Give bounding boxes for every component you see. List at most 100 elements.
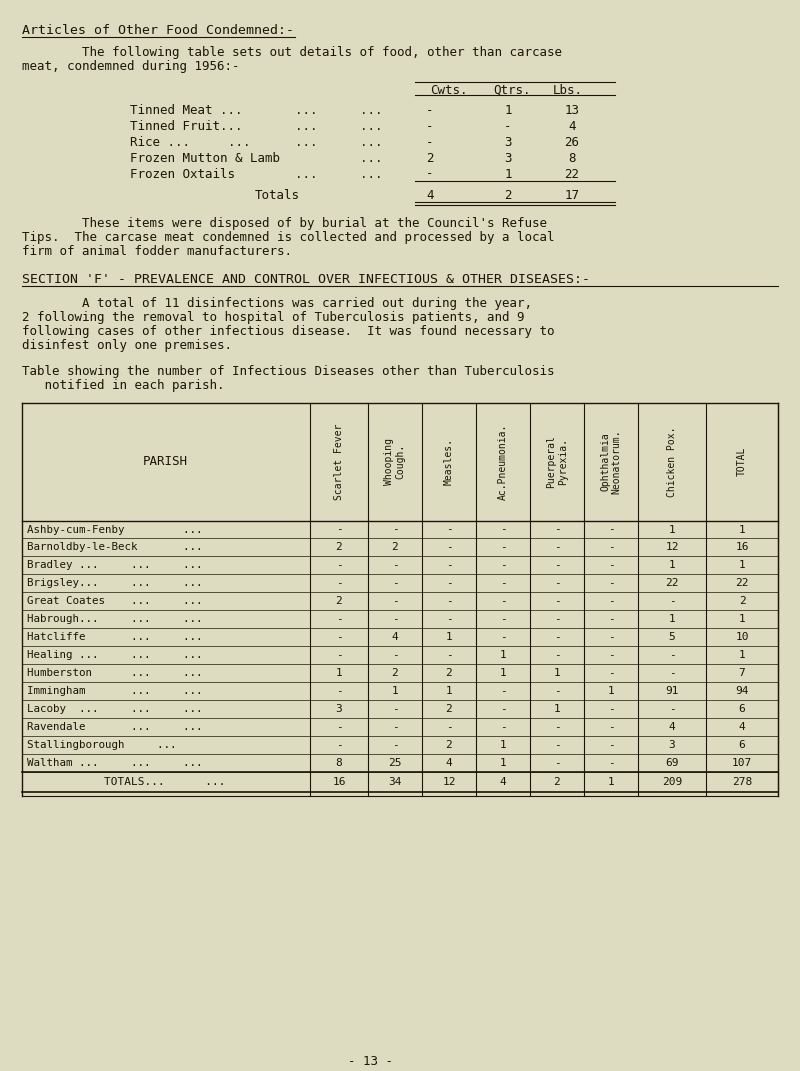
Text: 1: 1 [392,687,398,696]
Text: -: - [392,740,398,750]
Text: -: - [500,597,506,606]
Text: 6: 6 [738,704,746,714]
Text: ...: ... [228,136,250,149]
Text: 1: 1 [446,632,452,643]
Text: Whooping
Cough.: Whooping Cough. [384,438,406,485]
Text: Hatcliffe       ...     ...: Hatcliffe ... ... [27,632,202,643]
Text: 1: 1 [504,104,512,117]
Text: following cases of other infectious disease.  It was found necessary to: following cases of other infectious dise… [22,326,554,338]
Text: 4: 4 [392,632,398,643]
Text: 12: 12 [666,543,678,553]
Text: ...: ... [295,136,318,149]
Text: Articles of Other Food Condemned:-: Articles of Other Food Condemned:- [22,24,294,36]
Text: A total of 11 disinfections was carried out during the year,: A total of 11 disinfections was carried … [22,297,532,311]
Text: 22: 22 [565,167,579,181]
Text: -: - [554,597,560,606]
Text: 4: 4 [426,190,434,202]
Text: -: - [336,560,342,571]
Text: PARISH: PARISH [142,455,187,468]
Text: ...: ... [295,120,318,133]
Text: -: - [500,525,506,534]
Text: Table showing the number of Infectious Diseases other than Tuberculosis: Table showing the number of Infectious D… [22,365,554,378]
Text: Rice ...: Rice ... [130,136,190,149]
Text: Waltham ...     ...     ...: Waltham ... ... ... [27,758,202,768]
Text: -: - [392,578,398,588]
Text: -: - [392,615,398,624]
Text: 1: 1 [500,758,506,768]
Text: -: - [446,560,452,571]
Text: -: - [446,650,452,660]
Text: -: - [554,722,560,731]
Text: -: - [500,543,506,553]
Text: Habrough...     ...     ...: Habrough... ... ... [27,615,202,624]
Text: Measles.: Measles. [444,438,454,485]
Text: -: - [608,578,614,588]
Text: 1: 1 [500,650,506,660]
Text: Barnoldby-le-Beck       ...: Barnoldby-le-Beck ... [27,543,202,553]
Text: -: - [500,560,506,571]
Text: Lbs.: Lbs. [553,84,583,96]
Text: -: - [446,615,452,624]
Text: Ashby-cum-Fenby         ...: Ashby-cum-Fenby ... [27,525,202,534]
Text: -: - [608,740,614,750]
Text: 1: 1 [738,650,746,660]
Text: -: - [500,578,506,588]
Text: 22: 22 [735,578,749,588]
Text: 209: 209 [662,776,682,787]
Text: 1: 1 [738,615,746,624]
Text: 2: 2 [504,190,512,202]
Text: Chicken Pox.: Chicken Pox. [667,426,677,497]
Text: 1: 1 [500,740,506,750]
Text: 2: 2 [446,704,452,714]
Text: -: - [608,560,614,571]
Text: -: - [336,578,342,588]
Text: -: - [554,525,560,534]
Text: -: - [608,615,614,624]
Text: 2: 2 [446,668,452,678]
Text: 4: 4 [500,776,506,787]
Text: 4: 4 [446,758,452,768]
Text: 6: 6 [738,740,746,750]
Text: -: - [554,632,560,643]
Text: ...: ... [295,167,318,181]
Text: Tinned Meat ...: Tinned Meat ... [130,104,242,117]
Text: 2: 2 [554,776,560,787]
Text: -: - [608,543,614,553]
Text: 1: 1 [500,668,506,678]
Text: 2: 2 [446,740,452,750]
Text: 1: 1 [446,687,452,696]
Text: TOTALS...      ...: TOTALS... ... [104,776,226,787]
Text: -: - [554,740,560,750]
Text: -: - [608,722,614,731]
Text: 1: 1 [554,668,560,678]
Text: 2 following the removal to hospital of Tuberculosis patients, and 9: 2 following the removal to hospital of T… [22,312,525,325]
Text: Brigsley...     ...     ...: Brigsley... ... ... [27,578,202,588]
Text: ...: ... [360,104,382,117]
Text: 2: 2 [738,597,746,606]
Text: -: - [392,722,398,731]
Text: ...: ... [360,136,382,149]
Text: 1: 1 [669,560,675,571]
Text: Ravendale       ...     ...: Ravendale ... ... [27,722,202,731]
Text: -: - [446,543,452,553]
Text: The following table sets out details of food, other than carcase: The following table sets out details of … [22,46,562,59]
Text: 1: 1 [608,687,614,696]
Text: 3: 3 [504,152,512,165]
Text: -: - [608,668,614,678]
Text: 10: 10 [735,632,749,643]
Text: - 13 -: - 13 - [347,1055,393,1068]
Text: -: - [554,578,560,588]
Text: -: - [446,722,452,731]
Text: -: - [554,543,560,553]
Text: ...: ... [360,167,382,181]
Text: -: - [608,758,614,768]
Text: Lacoby  ...     ...     ...: Lacoby ... ... ... [27,704,202,714]
Text: -: - [392,597,398,606]
Text: Immingham       ...     ...: Immingham ... ... [27,687,202,696]
Text: -: - [608,525,614,534]
Text: -: - [392,650,398,660]
Text: 1: 1 [669,525,675,534]
Text: -: - [426,167,434,181]
Text: -: - [392,704,398,714]
Text: -: - [392,525,398,534]
